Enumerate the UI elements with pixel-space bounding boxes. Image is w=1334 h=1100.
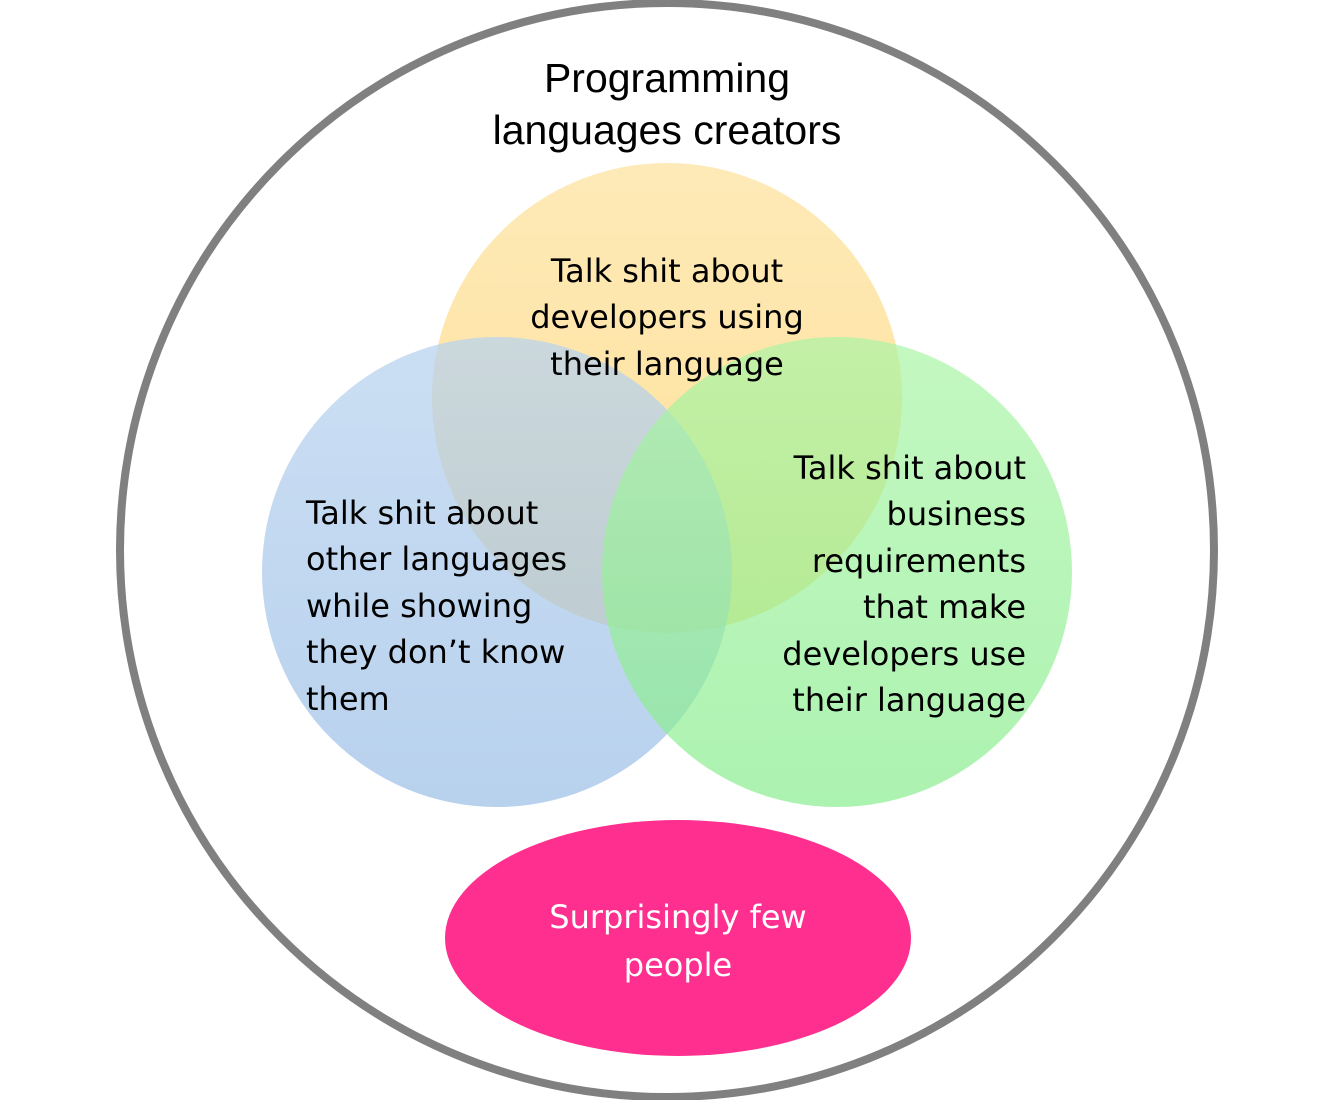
bottom-ellipse-label: Surprisingly few people (549, 898, 807, 984)
right-circle (602, 337, 1072, 807)
bottom-ellipse (445, 820, 911, 1056)
right-circle-label: Talk shit about business requirements th… (782, 449, 1026, 719)
left-circle (262, 337, 732, 807)
top-circle-label: Talk shit about developers using their l… (530, 252, 804, 383)
left-circle-label: Talk shit about other languages while sh… (306, 494, 568, 718)
outer-circle-label: Programming languages creators (492, 55, 842, 154)
